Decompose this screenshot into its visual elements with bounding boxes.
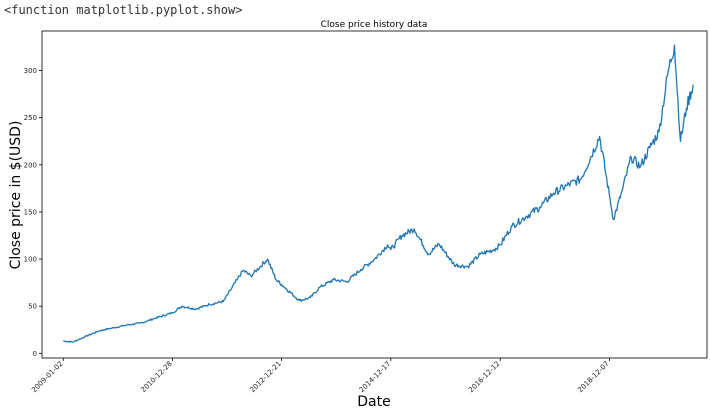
y-tick-label: 150 bbox=[24, 208, 37, 216]
y-axis-ticks: 0 50 100 150 200 250 300 bbox=[24, 67, 42, 358]
x-tick-label: 2010-12-28 bbox=[139, 360, 173, 394]
x-tick-label: 2016-12-12 bbox=[467, 360, 501, 394]
y-tick-label: 50 bbox=[28, 303, 37, 311]
series-line-close-price bbox=[63, 44, 694, 343]
x-tick-label: 2014-12-17 bbox=[358, 360, 392, 394]
y-axis-label: Close price in $(USD) bbox=[8, 121, 24, 270]
x-tick-label: 2018-12-07 bbox=[576, 360, 610, 394]
x-axis-label: Date bbox=[357, 394, 390, 410]
y-tick-label: 100 bbox=[24, 256, 37, 264]
y-tick-label: 300 bbox=[24, 67, 37, 75]
chart-title: Close price history data bbox=[321, 20, 428, 30]
plot-area-frame bbox=[41, 30, 708, 359]
cell-output-text: <function matplotlib.pyplot.show> bbox=[4, 3, 243, 17]
x-axis-ticks: 2009-01-02 2010-12-28 2012-12-21 2014-12-17… bbox=[30, 358, 611, 394]
y-tick-label: 250 bbox=[24, 114, 37, 122]
x-tick-label: 2009-01-02 bbox=[30, 360, 64, 394]
x-tick-label: 2012-12-21 bbox=[248, 360, 282, 394]
y-tick-label: 200 bbox=[24, 161, 37, 169]
y-tick-label: 0 bbox=[33, 350, 37, 358]
